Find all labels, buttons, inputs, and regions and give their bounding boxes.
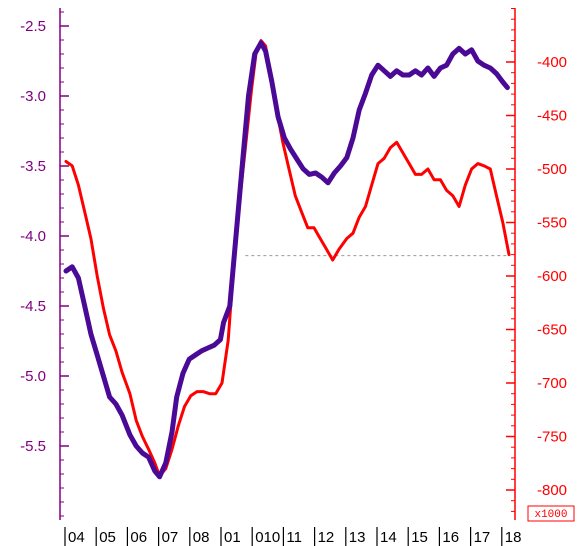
left-y-axis: -2.5 -3.0 -3.5 -4.0 -4.5 -5.0 -5.5 xyxy=(20,8,69,520)
x-tick-label: 11 xyxy=(286,529,302,546)
right-y-axis: -400 -450 -500 -550 -600 -650 -700 -750 -800 xyxy=(506,8,567,520)
left-tick-label: -3.5 xyxy=(20,158,46,175)
multiplier-border xyxy=(527,505,575,522)
left-tick-label: -5.0 xyxy=(20,368,46,385)
right-tick-label: -500 xyxy=(537,161,567,178)
right-tick-label: -600 xyxy=(537,268,567,285)
right-tick-label: -700 xyxy=(537,375,567,392)
x-tick-label: 16 xyxy=(442,529,459,546)
x-tick-label: 010 xyxy=(255,529,280,546)
x-tick-label: 14 xyxy=(380,529,397,546)
x-axis: 04 05 06 07 08 01 010 11 12 13 14 15 16 17 18 xyxy=(64,527,522,546)
x-tick-label: 07 xyxy=(162,529,179,546)
series-layer xyxy=(63,39,511,480)
left-tick-label: -5.5 xyxy=(20,438,46,455)
x-tick-label: 05 xyxy=(99,529,116,546)
series-red-line xyxy=(64,39,511,478)
x-tick-label: 17 xyxy=(474,529,491,546)
x-tick-label: 01 xyxy=(224,529,241,546)
x-tick-label: 13 xyxy=(349,529,366,546)
right-tick-label: -750 xyxy=(537,429,567,446)
right-tick-label: -400 xyxy=(537,54,567,71)
x-tick-label: 06 xyxy=(130,529,147,546)
left-tick-label: -4.5 xyxy=(20,298,46,315)
right-tick-label: -450 xyxy=(537,108,567,125)
series-purple-line xyxy=(63,40,510,480)
right-tick-label: -550 xyxy=(537,215,567,232)
x-tick-label: 12 xyxy=(318,529,335,546)
x-tick-label: 04 xyxy=(68,529,85,546)
x-tick-label: 15 xyxy=(411,529,428,546)
right-tick-label: -800 xyxy=(537,482,567,499)
left-tick-label: -3.0 xyxy=(20,88,46,105)
multiplier-label: x1000 xyxy=(534,509,567,521)
multiplier-box: x1000 xyxy=(527,505,575,522)
x-tick-label: 08 xyxy=(193,529,210,546)
x-tick-label: 18 xyxy=(505,529,522,546)
left-tick-label: -2.5 xyxy=(20,18,46,35)
right-tick-label: -650 xyxy=(537,322,567,339)
left-tick-label: -4.0 xyxy=(20,228,46,245)
